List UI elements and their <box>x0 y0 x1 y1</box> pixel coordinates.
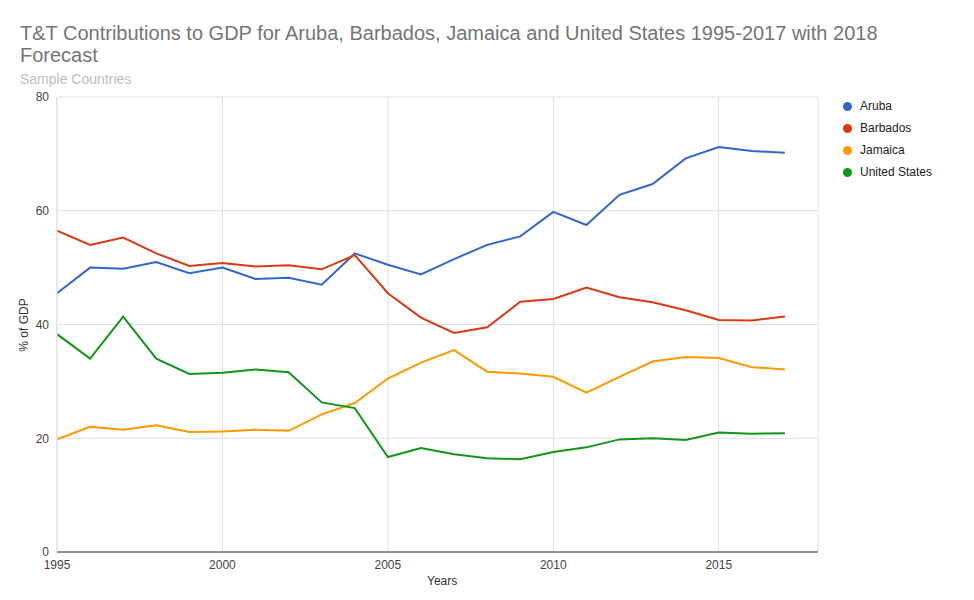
html-text:% of GDP: % of GDP <box>17 298 31 352</box>
html-text:Years: Years <box>427 574 458 588</box>
svg-text:0: 0 <box>42 545 49 559</box>
html-text:Sample Countries: Sample Countries <box>20 71 132 87</box>
svg-text:2005: 2005 <box>375 558 402 572</box>
html-text:Barbados: Barbados <box>860 121 912 135</box>
html-text:United States: United States <box>860 165 932 179</box>
svg-text:1995: 1995 <box>44 558 71 572</box>
svg-text:2010: 2010 <box>540 558 567 572</box>
svg-text:60: 60 <box>36 204 50 218</box>
svg-text:40: 40 <box>36 318 50 332</box>
svg-text:20: 20 <box>36 432 50 446</box>
svg-text:2000: 2000 <box>209 558 236 572</box>
svg-text:2015: 2015 <box>705 558 732 572</box>
html-text:Aruba: Aruba <box>860 99 892 113</box>
html-text:T&T Contributions to GDP for A: T&T Contributions to GDP for Aruba, Barb… <box>20 22 878 66</box>
html-text:Jamaica: Jamaica <box>860 143 905 157</box>
svg-text:80: 80 <box>36 90 50 104</box>
